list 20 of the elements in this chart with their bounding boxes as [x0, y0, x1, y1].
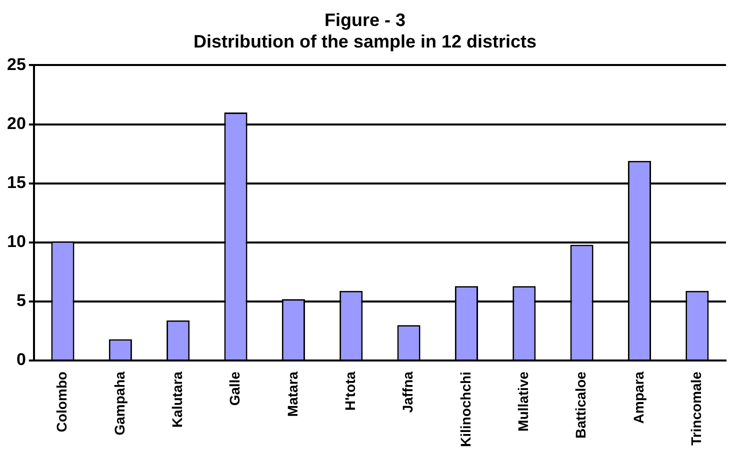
- x-tick-label: Galle: [226, 371, 243, 406]
- x-tick-label: Trincomale: [688, 371, 704, 446]
- y-tick-label: 25: [6, 54, 26, 74]
- chart-title: Figure - 3: [324, 10, 406, 30]
- y-tick-label: 20: [6, 114, 26, 133]
- x-tick-label: Mullative: [515, 371, 531, 432]
- x-tick-label: Jaffna: [400, 371, 416, 413]
- y-tick-label: 5: [16, 291, 26, 310]
- x-tick-label: Batticaloe: [572, 371, 589, 438]
- x-tick-label: Ampara: [630, 371, 646, 424]
- y-tick-label: 10: [6, 232, 26, 252]
- y-tick-label: 0: [16, 350, 26, 370]
- x-tick-label: Kilinochchi: [457, 372, 474, 448]
- x-tick-label: H'tota: [342, 371, 358, 411]
- x-tick-label: Matara: [284, 371, 300, 417]
- x-tick-label: Gampaha: [111, 371, 128, 436]
- x-tick-label: Colombo: [54, 372, 70, 432]
- y-tick-label: 15: [6, 173, 26, 192]
- chart-subtitle: Distribution of the sample in 12 districts: [193, 31, 537, 52]
- x-tick-label: Kalutara: [168, 371, 185, 428]
